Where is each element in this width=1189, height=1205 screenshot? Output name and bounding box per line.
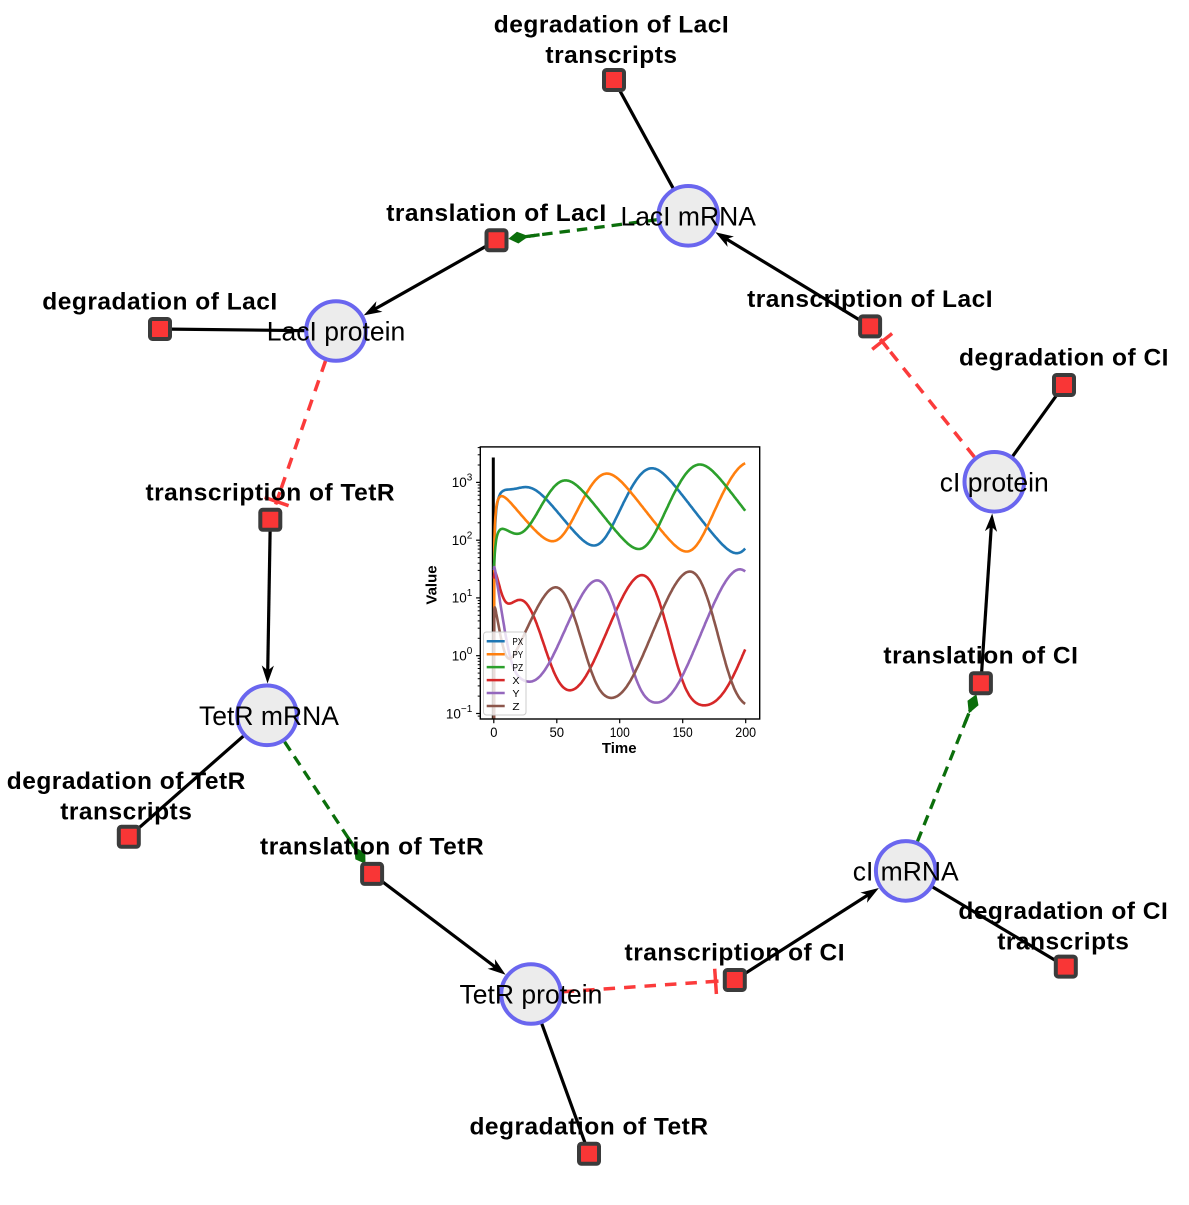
svg-text:PY: PY bbox=[512, 649, 523, 661]
svg-text:transcripts: transcripts bbox=[545, 42, 677, 69]
svg-text:translation of TetR: translation of TetR bbox=[260, 833, 484, 860]
svg-text:transcription of LacI: transcription of LacI bbox=[747, 286, 993, 313]
svg-text:translation of CI: translation of CI bbox=[883, 643, 1078, 670]
svg-text:degradation of TetR: degradation of TetR bbox=[469, 1113, 708, 1140]
svg-text:Time: Time bbox=[602, 740, 637, 757]
svg-text:Value: Value bbox=[424, 565, 441, 604]
svg-text:transcription of CI: transcription of CI bbox=[625, 940, 845, 967]
svg-text:degradation of CI: degradation of CI bbox=[959, 345, 1169, 372]
svg-text:X: X bbox=[512, 675, 519, 687]
svg-text:transcription of TetR: transcription of TetR bbox=[145, 479, 395, 506]
svg-text:200: 200 bbox=[735, 724, 756, 740]
svg-text:Z: Z bbox=[512, 701, 520, 713]
svg-text:LacI mRNA: LacI mRNA bbox=[620, 201, 756, 231]
svg-text:cI protein: cI protein bbox=[940, 467, 1049, 497]
svg-text:PZ: PZ bbox=[512, 662, 523, 674]
svg-text:degradation of TetR: degradation of TetR bbox=[7, 768, 246, 795]
svg-text:50: 50 bbox=[550, 724, 565, 740]
svg-text:translation of LacI: translation of LacI bbox=[386, 200, 607, 227]
svg-text:degradation of CI: degradation of CI bbox=[958, 898, 1168, 925]
svg-text:TetR protein: TetR protein bbox=[460, 980, 603, 1010]
svg-text:LacI protein: LacI protein bbox=[267, 317, 405, 347]
svg-text:0: 0 bbox=[490, 724, 497, 740]
svg-text:TetR mRNA: TetR mRNA bbox=[199, 701, 339, 731]
svg-text:transcripts: transcripts bbox=[997, 928, 1129, 955]
svg-text:degradation of LacI: degradation of LacI bbox=[42, 289, 277, 316]
svg-text:transcripts: transcripts bbox=[60, 799, 192, 826]
svg-text:PX: PX bbox=[512, 636, 523, 648]
svg-text:Y: Y bbox=[512, 688, 519, 700]
svg-text:degradation of LacI: degradation of LacI bbox=[494, 11, 729, 38]
svg-text:cI mRNA: cI mRNA bbox=[853, 856, 959, 886]
svg-text:150: 150 bbox=[673, 724, 693, 740]
svg-text:100: 100 bbox=[610, 724, 630, 740]
